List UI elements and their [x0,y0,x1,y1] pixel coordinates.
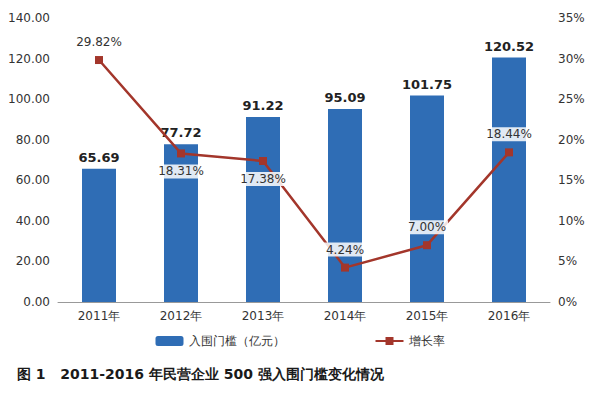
svg-text:0%: 0% [558,295,577,309]
svg-text:60.00: 60.00 [16,173,50,187]
svg-text:2013年: 2013年 [242,309,285,323]
svg-text:25%: 25% [558,92,585,106]
svg-text:30%: 30% [558,52,585,66]
svg-text:29.82%: 29.82% [76,35,122,49]
svg-text:5%: 5% [558,254,577,268]
svg-text:15%: 15% [558,173,585,187]
svg-text:2012年: 2012年 [160,309,203,323]
svg-text:40.00: 40.00 [16,214,50,228]
svg-text:65.69: 65.69 [78,150,119,165]
svg-text:10%: 10% [558,214,585,228]
svg-text:17.38%: 17.38% [240,172,286,186]
svg-text:100.00: 100.00 [8,92,50,106]
svg-text:18.44%: 18.44% [486,127,532,141]
svg-text:18.31%: 18.31% [158,164,204,178]
svg-text:2016年: 2016年 [488,309,531,323]
svg-text:101.75: 101.75 [402,77,452,92]
svg-text:80.00: 80.00 [16,133,50,147]
svg-text:入围门槛（亿元）: 入围门槛（亿元） [189,334,285,348]
svg-text:0.00: 0.00 [23,295,50,309]
svg-text:95.09: 95.09 [324,90,365,105]
svg-text:120.52: 120.52 [484,39,534,54]
svg-text:2015年: 2015年 [406,309,449,323]
svg-text:2011年: 2011年 [78,309,121,323]
svg-text:4.24%: 4.24% [326,243,364,257]
svg-text:120.00: 120.00 [8,52,50,66]
svg-text:20%: 20% [558,133,585,147]
svg-text:140.00: 140.00 [8,11,50,25]
svg-text:增长率: 增长率 [408,334,445,348]
svg-text:20.00: 20.00 [16,254,50,268]
svg-text:35%: 35% [558,11,585,25]
svg-text:77.72: 77.72 [160,125,202,141]
svg-text:图 1 2011-2016 年民营企业 500 强入围门: 图 1 2011-2016 年民营企业 500 强入围门槛变化情况 [17,366,385,382]
svg-text:91.22: 91.22 [242,98,283,113]
svg-text:7.00%: 7.00% [408,220,446,234]
svg-text:2014年: 2014年 [324,309,367,323]
